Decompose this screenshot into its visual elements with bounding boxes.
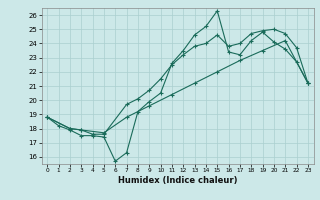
X-axis label: Humidex (Indice chaleur): Humidex (Indice chaleur) [118, 176, 237, 185]
